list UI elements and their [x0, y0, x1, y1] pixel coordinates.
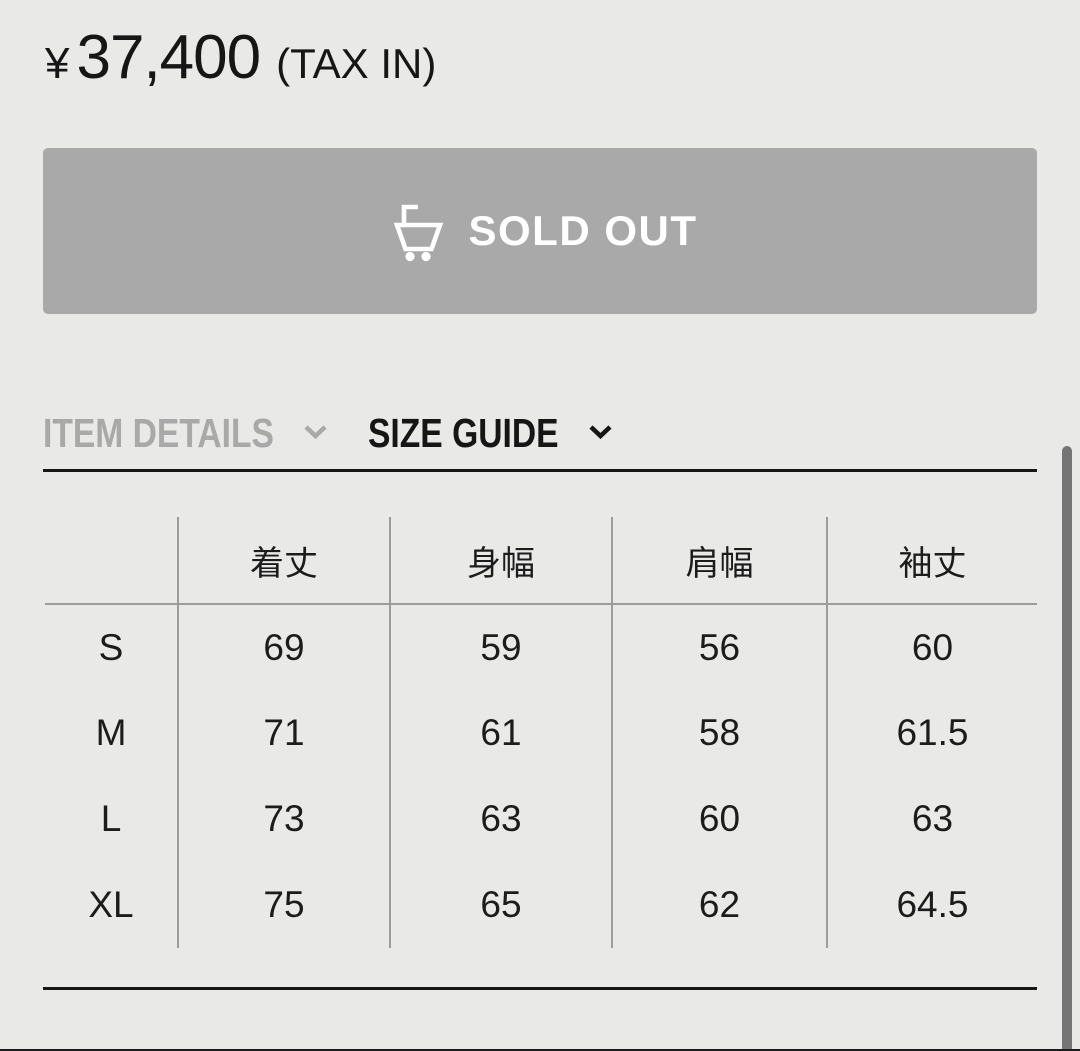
- measurement-cell: 60: [611, 776, 827, 862]
- table-row: XL 75 65 62 64.5: [45, 862, 1037, 948]
- tax-included-label: (TAX IN): [276, 40, 437, 87]
- measurement-cell: 63: [826, 776, 1037, 862]
- measurement-cell: 69: [177, 604, 390, 690]
- measurement-cell: 61.5: [826, 690, 1037, 776]
- measurement-cell: 59: [389, 604, 612, 690]
- table-row: M 71 61 58 61.5: [45, 690, 1037, 776]
- measurement-cell: 61: [389, 690, 612, 776]
- sold-out-button[interactable]: SOLD OUT: [43, 148, 1037, 314]
- measurement-cell: 71: [177, 690, 390, 776]
- measurement-cell: 64.5: [826, 862, 1037, 948]
- column-header-body-width: 身幅: [389, 517, 612, 605]
- chevron-down-icon: [303, 424, 328, 443]
- measurement-cell: 75: [177, 862, 390, 948]
- table-header-row: 着丈 身幅 肩幅 袖丈: [45, 517, 1037, 605]
- section-divider: [43, 987, 1037, 990]
- tab-size-guide-label: SIZE GUIDE: [367, 409, 559, 456]
- detail-tabs: ITEM DETAILS SIZE GUIDE: [43, 406, 613, 460]
- table-corner-cell: [45, 517, 178, 605]
- tab-size-guide[interactable]: SIZE GUIDE: [368, 410, 613, 457]
- measurement-cell: 56: [611, 604, 827, 690]
- price: ¥ 37,400 (TAX IN): [45, 22, 436, 93]
- price-amount: 37,400: [76, 23, 261, 92]
- size-guide-table: 着丈 身幅 肩幅 袖丈 S 69 59 56 60 M 71 61 58 61.…: [45, 517, 1037, 948]
- measurement-cell: 60: [826, 604, 1037, 690]
- chevron-down-icon: [588, 424, 613, 443]
- measurement-cell: 58: [611, 690, 827, 776]
- measurement-cell: 73: [177, 776, 390, 862]
- tabs-underline: [43, 469, 1037, 472]
- measurement-cell: 65: [389, 862, 612, 948]
- measurement-cell: 62: [611, 862, 827, 948]
- column-header-shoulder-width: 肩幅: [611, 517, 827, 605]
- size-label: XL: [88, 884, 134, 925]
- size-label: S: [98, 626, 124, 668]
- size-label: M: [95, 712, 127, 753]
- measurement-cell: 63: [389, 776, 612, 862]
- column-header-length: 着丈: [177, 517, 390, 605]
- tab-item-details[interactable]: ITEM DETAILS: [43, 410, 328, 457]
- tab-item-details-label: ITEM DETAILS: [43, 409, 274, 456]
- currency-symbol: ¥: [45, 39, 70, 88]
- size-label: L: [100, 798, 122, 839]
- vertical-scrollbar[interactable]: [1062, 446, 1072, 1051]
- viewport-bottom-edge: [0, 1049, 1080, 1051]
- table-row: S 69 59 56 60: [45, 604, 1037, 690]
- sold-out-label: SOLD OUT: [468, 207, 698, 254]
- column-header-sleeve-length: 袖丈: [826, 517, 1037, 605]
- cart-icon: [383, 200, 445, 262]
- table-row: L 73 63 60 63: [45, 776, 1037, 862]
